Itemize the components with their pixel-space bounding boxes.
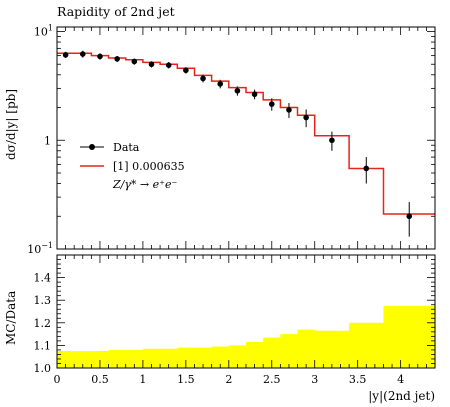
data-marker <box>131 58 138 65</box>
y-tick-label: 10−1 <box>27 241 53 256</box>
ratio-bin <box>263 337 281 368</box>
ratio-bin <box>108 349 127 368</box>
data-point <box>200 74 206 83</box>
data-point <box>406 202 413 237</box>
ratio-y-axis-label: MC/Data <box>4 291 18 345</box>
ratio-bin <box>383 305 436 368</box>
legend: Data [1] 0.000635 Z/γ* → e⁺e⁻ <box>80 141 185 191</box>
x-tick-label: 3 <box>311 373 318 386</box>
ratio-bin <box>314 330 350 368</box>
ratio-bin <box>228 345 247 368</box>
data-point <box>329 131 335 151</box>
data-marker <box>148 61 155 68</box>
x-axis-label: |y|(2nd jet) <box>368 389 435 403</box>
data-marker <box>62 52 69 58</box>
ratio-y-tick-label: 1.3 <box>34 294 52 307</box>
legend-mc-label: [1] 0.000635 <box>113 160 185 173</box>
x-tick-label: 2.5 <box>263 373 281 386</box>
data-point <box>286 103 292 119</box>
ratio-bin <box>125 349 144 368</box>
ratio-bin <box>91 351 109 368</box>
y-tick-label: 101 <box>34 24 53 39</box>
ratio-bin <box>246 342 264 368</box>
data-marker <box>97 53 103 60</box>
data-marker <box>165 62 172 68</box>
x-tick-label: 1 <box>139 373 146 386</box>
data-marker <box>200 75 206 82</box>
data-marker <box>183 67 189 74</box>
data-point <box>131 58 138 65</box>
data-point <box>165 62 172 69</box>
data-marker <box>363 165 370 172</box>
chart-title: Rapidity of 2nd jet <box>57 4 175 19</box>
ratio-bin <box>297 329 316 368</box>
data-point <box>114 56 120 62</box>
data-marker <box>329 137 335 144</box>
main-frame <box>56 26 436 250</box>
x-tick-label: 4 <box>397 373 404 386</box>
ratio-y-tick-label: 1.2 <box>34 317 52 330</box>
x-tick-label: 3.5 <box>349 373 367 386</box>
data-point <box>217 79 224 89</box>
data-point <box>183 67 189 74</box>
ratio-band <box>57 305 436 368</box>
main-y-ticks: 10−1 1 101 <box>27 24 435 256</box>
x-tick-label: 1.5 <box>177 373 195 386</box>
main-x-ticks <box>56 27 436 249</box>
legend-process-label: Z/γ* → e⁺e⁻ <box>112 178 177 191</box>
data-point <box>251 89 258 100</box>
data-marker <box>286 107 292 113</box>
data-marker <box>114 56 120 62</box>
data-point <box>303 109 309 128</box>
ratio-bin <box>142 348 161 368</box>
ratio-bin <box>280 334 298 368</box>
data-marker <box>251 91 258 98</box>
x-tick-label: 0 <box>54 373 61 386</box>
data-point <box>268 98 275 111</box>
ratio-bin <box>74 351 92 368</box>
data-marker <box>303 114 309 121</box>
data-points <box>62 50 413 237</box>
data-marker <box>217 81 224 87</box>
ratio-bin <box>160 348 178 368</box>
mc-step-line <box>57 52 435 215</box>
ratio-bin <box>194 347 212 368</box>
data-marker <box>406 213 413 220</box>
data-point <box>363 157 370 184</box>
ratio-x-ticks: 0 0.5 1 1.5 2 2.5 3 3.5 4 <box>54 255 436 386</box>
ratio-bin <box>177 347 195 368</box>
ratio-panel: 0 0.5 1 1.5 2 2.5 3 3.5 4 1.0 1.1 1.2 1.3 1.4 MC/Dat… <box>4 254 436 403</box>
ratio-y-tick-label: 1.1 <box>34 339 52 352</box>
ratio-bin <box>57 351 75 368</box>
legend-data-label: Data <box>113 141 140 154</box>
ratio-bin <box>349 322 384 368</box>
data-point <box>62 51 69 59</box>
data-point <box>97 53 103 60</box>
y-tick-label: 1 <box>44 134 51 147</box>
ratio-y-tick-label: 1.0 <box>34 362 52 375</box>
ratio-bin <box>211 346 230 368</box>
data-point <box>148 61 155 68</box>
mc-histogram <box>57 52 435 215</box>
main-panel: 10−1 1 101 dσ/d|y| [pb] Data [1] 0.000635 … <box>4 24 436 256</box>
ratio-y-tick-label: 1.4 <box>34 272 52 285</box>
x-tick-label: 2 <box>225 373 232 386</box>
data-point <box>234 86 241 96</box>
ratio-y-ticks: 1.0 1.1 1.2 1.3 1.4 <box>34 254 435 375</box>
x-tick-label: 0.5 <box>91 373 109 386</box>
main-y-axis-label: dσ/d|y| [pb] <box>4 89 18 160</box>
data-marker <box>234 87 241 94</box>
data-point <box>79 50 86 58</box>
data-marker <box>268 101 275 107</box>
legend-data-marker <box>89 144 95 150</box>
data-marker <box>79 51 86 57</box>
